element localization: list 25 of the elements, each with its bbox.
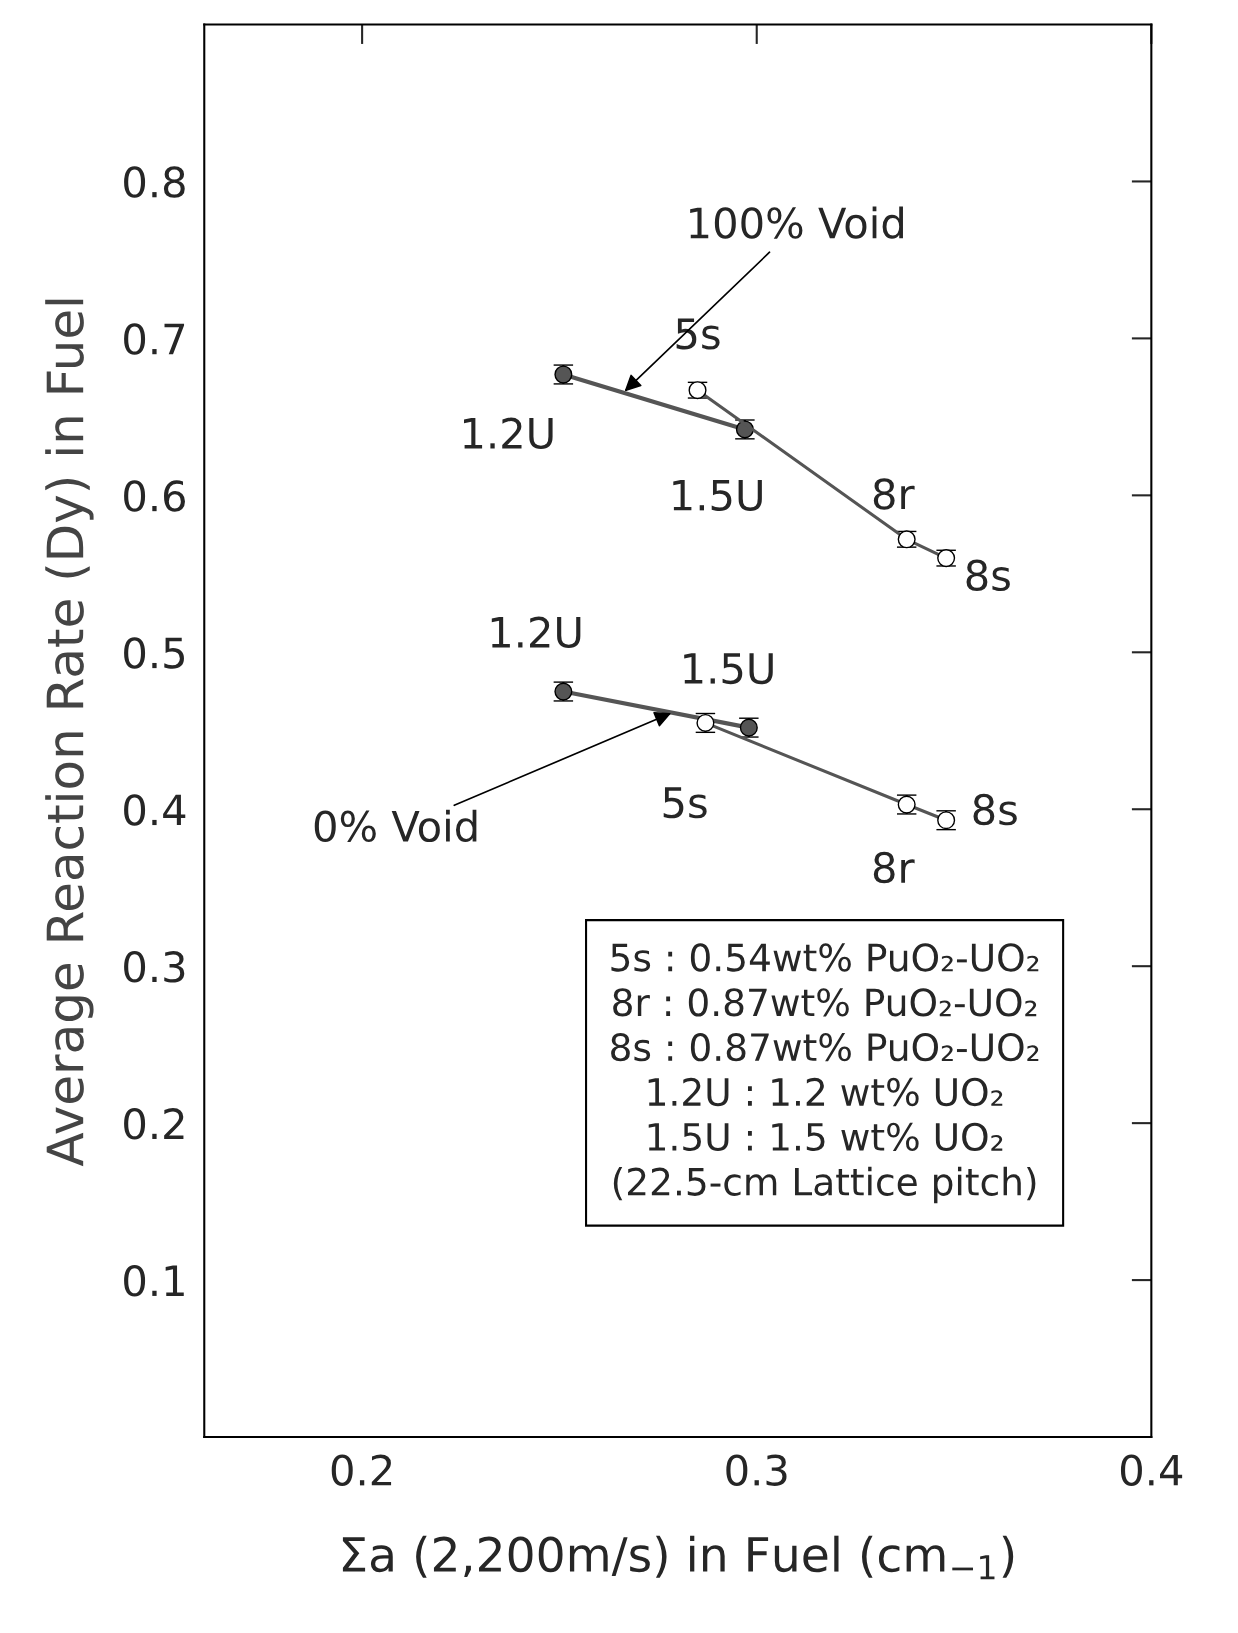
annotation: 5s: [663, 787, 707, 819]
y-tick-label: 0.4: [124, 794, 186, 826]
x-tick-label: 0.2: [331, 1454, 392, 1486]
annotation: 1.5U: [684, 653, 773, 685]
y-tick-label: 0.1: [124, 1265, 184, 1297]
y-axis-title: Average Reaction Rate (Dy) in Fuel: [45, 299, 94, 1167]
annotation: 1.2U: [491, 616, 581, 649]
annotation: 5s : 0.54wt% PuO₂-UO₂ 8r : 0.87wt% PuO₂-UO₂ 8s : 0.87wt% PuO₂-UO₂ 1.2U : 1.2 wt% UO₂ 1.5U : 1.5 wt% UO₂ (22.5-cm Lattice pitch): [611, 943, 1039, 1204]
annotation: 1.2U: [464, 417, 553, 450]
y-tick-label: 0.7: [124, 323, 185, 355]
annotation: 8r: [873, 478, 915, 510]
y-tick-label: 0.8: [124, 166, 185, 198]
x-tick-label: 0.4: [1120, 1454, 1183, 1486]
y-tick-label: 0.6: [124, 480, 185, 512]
annotation: 1.5U: [673, 479, 762, 511]
annotation: 8s: [966, 559, 1010, 592]
annotation: 0% Void: [314, 809, 477, 843]
annotation: 8r: [873, 851, 915, 884]
y-tick-label: 0.3: [124, 951, 185, 983]
annotation: 100% Void: [690, 206, 903, 239]
annotation: 8s: [973, 793, 1017, 826]
y-tick-label: 0.5: [124, 637, 184, 669]
x-axis-title: Σa (2,200m/s) in Fuel (cm$_{−1}$): [342, 1535, 1014, 1580]
x-tick-label: 0.3: [726, 1454, 787, 1486]
y-tick-label: 0.2: [124, 1108, 184, 1140]
